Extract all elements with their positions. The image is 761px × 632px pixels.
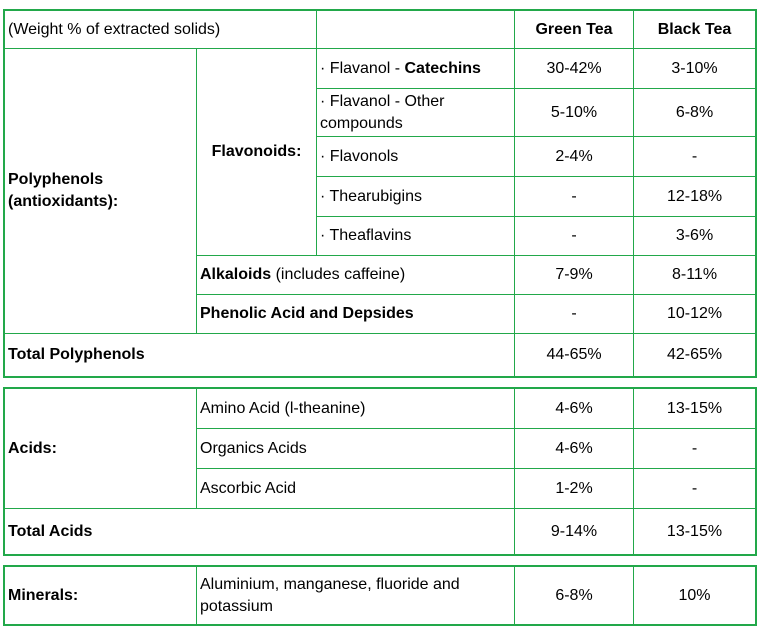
- table-row: Acids: Amino Acid (l-theanine) 4-6% 13-1…: [4, 388, 756, 509]
- black-value: -: [633, 428, 756, 469]
- header-row: (Weight % of extracted solids) Green Tea…: [3, 10, 757, 49]
- green-value: 6-8%: [514, 566, 634, 625]
- header-green-tea: Green Tea: [514, 10, 635, 49]
- table-row: · Flavanol - Other compounds 5-10% 6-8%: [5, 88, 757, 137]
- header-caption: (Weight % of extracted solids): [3, 10, 318, 49]
- black-value: 13-15%: [633, 388, 756, 429]
- acid-name: Organics Acids: [196, 428, 515, 469]
- flavonoid-name: · Flavonols: [316, 136, 516, 177]
- green-value: 4-6%: [514, 388, 634, 429]
- green-value: 2-4%: [514, 136, 635, 177]
- minerals-desc: Aluminium, manganese, fluoride and potas…: [196, 566, 515, 625]
- table-row: · Flavonols 2-4% -: [5, 136, 757, 177]
- black-value: 13-15%: [633, 508, 756, 555]
- acid-name: Amino Acid (l-theanine): [196, 388, 515, 429]
- table-row: Alkaloids (includes caffeine) 7-9% 8-11%: [5, 255, 757, 295]
- black-value: 10-12%: [633, 294, 757, 334]
- flavonoid-name: · Flavanol - Other compounds: [316, 88, 516, 137]
- alkaloids-label: Alkaloids (includes caffeine): [195, 255, 516, 295]
- table-row: Polyphenols (antioxidants): Flavonoids: …: [4, 48, 757, 334]
- table-row: Phenolic Acid and Depsides - 10-12%: [5, 294, 757, 334]
- black-value: 10%: [633, 566, 756, 625]
- acids-table: Acids: Amino Acid (l-theanine) 4-6% 13-1…: [3, 387, 757, 556]
- phenolic-label: Phenolic Acid and Depsides: [195, 294, 516, 334]
- black-value: 3-6%: [633, 216, 757, 256]
- total-acids-label: Total Acids: [4, 508, 515, 555]
- green-value: -: [514, 176, 635, 217]
- table-row: Organics Acids 4-6% -: [5, 428, 756, 469]
- total-row: Total Polyphenols 44-65% 42-65%: [3, 333, 757, 377]
- minerals-label: Minerals:: [4, 566, 197, 625]
- total-polyphenols-label: Total Polyphenols: [3, 333, 516, 377]
- green-value: 44-65%: [514, 333, 635, 377]
- black-value: 42-65%: [633, 333, 757, 377]
- green-value: -: [514, 216, 635, 256]
- total-row: Total Acids 9-14% 13-15%: [4, 508, 756, 555]
- table-row: · Thearubigins - 12-18%: [5, 176, 757, 217]
- black-value: -: [633, 468, 756, 509]
- black-value: 3-10%: [633, 48, 757, 89]
- green-value: 1-2%: [514, 468, 634, 509]
- green-value: 9-14%: [514, 508, 634, 555]
- acid-name: Ascorbic Acid: [196, 468, 515, 509]
- table-row: Minerals: Aluminium, manganese, fluoride…: [4, 566, 756, 625]
- green-value: 4-6%: [514, 428, 634, 469]
- flavonoid-name: · Theaflavins: [316, 216, 516, 256]
- polyphenols-label: Polyphenols (antioxidants):: [4, 48, 197, 334]
- black-value: -: [633, 136, 757, 177]
- header-black-tea: Black Tea: [633, 10, 757, 49]
- table-row: · Theaflavins - 3-6%: [5, 216, 757, 256]
- flavonoids-label: Flavonoids:: [195, 48, 318, 256]
- black-value: 12-18%: [633, 176, 757, 217]
- header-empty-cell: [316, 10, 516, 49]
- black-value: 6-8%: [633, 88, 757, 137]
- flavonoid-name: · Flavanol - Catechins: [316, 48, 516, 89]
- green-value: 5-10%: [514, 88, 635, 137]
- black-value: 8-11%: [633, 255, 757, 295]
- polyphenols-table: (Weight % of extracted solids) Green Tea…: [2, 9, 758, 378]
- green-value: 30-42%: [514, 48, 635, 89]
- acids-label: Acids:: [4, 388, 197, 509]
- flavonoid-name: · Thearubigins: [316, 176, 516, 217]
- green-value: -: [514, 294, 635, 334]
- minerals-table: Minerals: Aluminium, manganese, fluoride…: [3, 565, 757, 626]
- green-value: 7-9%: [514, 255, 635, 295]
